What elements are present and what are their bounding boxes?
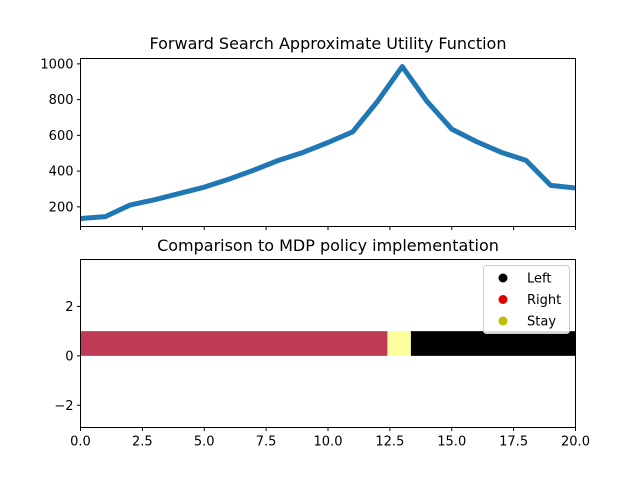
policy-segment-stay: [387, 331, 411, 356]
utility-ytick-label: 400: [49, 165, 74, 180]
policy-xtick-label: 2.5: [132, 435, 153, 450]
policy-xtick-label: 7.5: [256, 435, 277, 450]
policy-segment-left: [411, 331, 576, 356]
legend-marker: [499, 274, 508, 283]
policy-xtick-label: 5.0: [194, 435, 215, 450]
legend: Left Right Stay: [484, 266, 570, 334]
policy-xtick-label: 17.5: [499, 435, 528, 450]
utility-ytick-label: 600: [49, 129, 74, 144]
legend-marker: [499, 317, 508, 326]
policy-xtick-label: 10.0: [314, 435, 343, 450]
legend-label: Right: [527, 293, 561, 308]
legend-label: Stay: [527, 315, 556, 330]
legend-marker: [499, 295, 508, 304]
utility-chart-title: Forward Search Approximate Utility Funct…: [150, 34, 507, 53]
policy-chart-title: Comparison to MDP policy implementation: [157, 236, 499, 255]
utility-ytick-label: 800: [49, 93, 74, 108]
policy-xtick-label: 12.5: [375, 435, 404, 450]
policy-ytick-label: 2: [65, 300, 73, 315]
policy-ytick-label: −2: [54, 399, 73, 414]
legend-label: Left: [527, 272, 551, 287]
utility-ytick-label: 1000: [40, 57, 73, 72]
utility-ytick-label: 200: [49, 200, 74, 215]
policy-ytick-label: 0: [65, 349, 73, 364]
policy-xtick-label: 15.0: [437, 435, 466, 450]
policy-xtick-label: 20.0: [561, 435, 590, 450]
policy-segment-right: [81, 331, 388, 356]
policy-xtick-label: 0.0: [70, 435, 91, 450]
